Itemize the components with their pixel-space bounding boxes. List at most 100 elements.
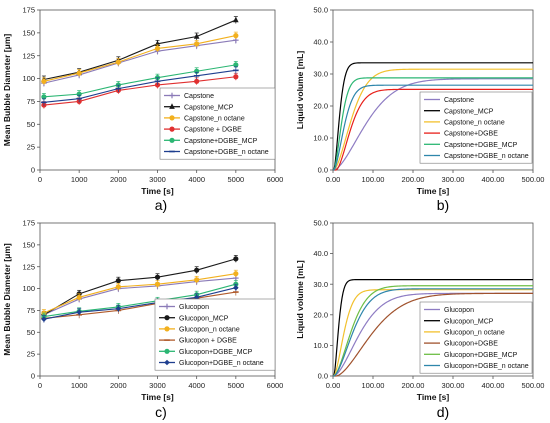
data-point bbox=[115, 284, 121, 290]
x-tick-label: 300.00 bbox=[442, 381, 465, 390]
legend-marker bbox=[169, 103, 175, 109]
x-tick-label: 4000 bbox=[188, 175, 205, 184]
y-tick-label: 50.0 bbox=[313, 6, 328, 15]
series-line bbox=[333, 88, 533, 171]
chart-panel-c: 0 1000 2000 3000 4000 5000 6000 0 25 50 75 100 125 15… bbox=[2, 219, 283, 420]
data-point bbox=[154, 82, 161, 88]
y-tick-label: 100 bbox=[22, 74, 35, 83]
legend-label: Capstone + DGBE bbox=[184, 127, 242, 134]
x-tick-label: 2000 bbox=[110, 381, 127, 390]
x-axis-title: Time [s] bbox=[417, 186, 450, 196]
y-tick-label: 0 bbox=[31, 372, 35, 381]
legend-label: Glucopon_n octane bbox=[444, 330, 505, 337]
x-tick-label: 5000 bbox=[227, 381, 244, 390]
series-4 bbox=[332, 77, 533, 171]
series-0 bbox=[41, 36, 239, 87]
y-tick-label: 175 bbox=[22, 6, 35, 15]
panel-label: c) bbox=[155, 404, 167, 420]
y-tick-label: 40.0 bbox=[313, 38, 328, 47]
legend-label: Capstone_n octane bbox=[444, 120, 505, 127]
y-tick-label: 125 bbox=[22, 262, 35, 271]
legend-label: Glucopon + DGBE bbox=[179, 338, 237, 345]
legend-marker bbox=[164, 326, 170, 332]
series-line bbox=[332, 84, 533, 171]
legend-label: Capstone+DGBE_MCP bbox=[444, 142, 518, 149]
chart-panel-d: 0.00 100.00 200.00 300.00 400.00 500.00 0.0 10.… bbox=[295, 219, 544, 420]
data-point bbox=[41, 78, 47, 84]
y-tick-label: 175 bbox=[22, 219, 35, 228]
data-point bbox=[194, 41, 200, 47]
x-tick-label: 0 bbox=[38, 175, 42, 184]
series-2 bbox=[332, 68, 533, 171]
legend-label: Glucopon+DGBE_n octane bbox=[179, 360, 264, 367]
x-tick-label: 200.00 bbox=[402, 175, 425, 184]
legend-box bbox=[419, 301, 533, 374]
x-tick-label: 1000 bbox=[71, 175, 88, 184]
x-axis-title: Time [s] bbox=[417, 392, 450, 402]
plot-area bbox=[332, 222, 534, 377]
legend-label: Glucopon_MCP bbox=[179, 315, 229, 322]
legend-marker bbox=[164, 359, 170, 366]
series-line bbox=[43, 273, 236, 314]
series-line bbox=[43, 69, 236, 103]
data-point bbox=[76, 309, 82, 315]
series-4 bbox=[332, 285, 533, 377]
data-point bbox=[233, 33, 239, 39]
x-tick-label: 300.00 bbox=[442, 175, 465, 184]
y-tick-label: 50.0 bbox=[313, 219, 328, 228]
series-line bbox=[332, 285, 533, 377]
y-tick-label: 20.0 bbox=[313, 102, 328, 111]
series-line bbox=[43, 291, 236, 319]
data-point bbox=[76, 70, 82, 76]
legend-box bbox=[154, 298, 276, 371]
legend-marker bbox=[164, 348, 170, 354]
series-line bbox=[332, 78, 533, 171]
x-tick-label: 1000 bbox=[71, 381, 88, 390]
legend-label: Glucopon_n octane bbox=[179, 327, 240, 334]
x-tick-label: 5000 bbox=[227, 175, 244, 184]
x-tick-label: 0.00 bbox=[326, 175, 341, 184]
series-line bbox=[43, 76, 236, 106]
data-point bbox=[41, 94, 47, 100]
legend-label: Capstone+DGBE_MCP bbox=[184, 138, 258, 145]
plot-area bbox=[332, 9, 534, 171]
panel-label: b) bbox=[437, 197, 449, 213]
series-line bbox=[43, 258, 236, 316]
data-point bbox=[233, 256, 239, 262]
series-2 bbox=[332, 289, 533, 377]
legend-label: Capstone bbox=[184, 93, 214, 100]
series-line bbox=[332, 279, 533, 377]
legend: Capstone Capstone_MCP Capstone_n octane Cap… bbox=[419, 91, 533, 164]
y-tick-label: 150 bbox=[22, 240, 35, 249]
legend-label: Capstone bbox=[444, 97, 474, 104]
legend-label: Glucopon+DGBE_MCP bbox=[179, 349, 253, 356]
y-tick-label: 125 bbox=[22, 51, 35, 60]
series-3 bbox=[333, 88, 533, 171]
legend-box bbox=[159, 87, 276, 160]
series-line bbox=[332, 62, 533, 171]
legend-label: Glucopon_MCP bbox=[444, 318, 494, 325]
series-1 bbox=[41, 16, 239, 83]
y-tick-label: 10.0 bbox=[313, 341, 328, 350]
legend-label: Capstone_n octane bbox=[184, 116, 245, 123]
series-5 bbox=[332, 288, 533, 377]
series-line bbox=[43, 35, 236, 82]
series-line bbox=[332, 68, 533, 171]
data-point bbox=[115, 278, 121, 284]
legend-label: Capstone_MCP bbox=[184, 104, 234, 111]
panel-label: d) bbox=[437, 404, 449, 420]
legend-marker bbox=[169, 137, 175, 143]
series-line bbox=[43, 19, 237, 81]
y-tick-label: 0 bbox=[31, 166, 35, 175]
legend-label: Capstone_MCP bbox=[444, 108, 494, 115]
data-point bbox=[233, 16, 239, 23]
legend-label: Glucopon+DGBE_n octane bbox=[444, 363, 529, 370]
legend-label: Glucopon bbox=[179, 304, 209, 311]
data-point bbox=[233, 271, 239, 277]
x-tick-label: 400.00 bbox=[482, 175, 505, 184]
y-axis-title: Mean Bubble Diameter [μm] bbox=[2, 34, 12, 147]
legend-label: Glucopon bbox=[444, 307, 474, 314]
data-point bbox=[233, 74, 239, 80]
y-tick-label: 10.0 bbox=[313, 134, 328, 143]
